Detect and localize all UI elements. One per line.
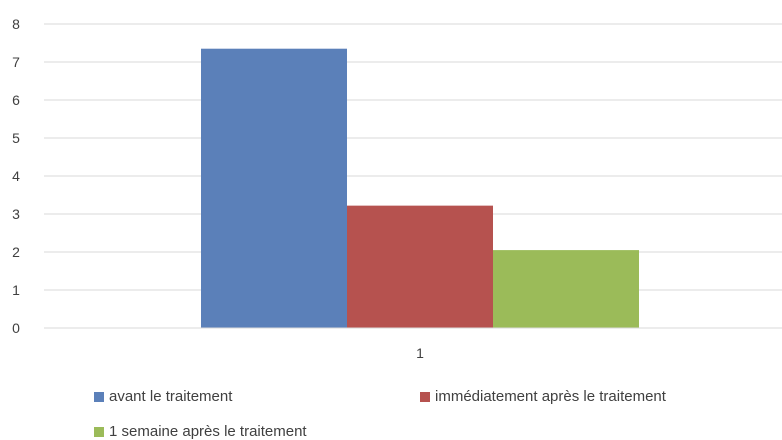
- y-tick-label-7: 7: [12, 54, 20, 70]
- y-tick-label-5: 5: [12, 130, 20, 146]
- y-axis-ticks: 0 1 2 3 4 5 6 7 8: [12, 16, 20, 336]
- x-tick-label-1: 1: [416, 345, 424, 361]
- legend-label-avant: avant le traitement: [109, 388, 233, 405]
- y-tick-label-3: 3: [12, 206, 20, 222]
- legend-item-avant: avant le traitement: [94, 388, 232, 405]
- bar-series-1-cat-1: [347, 205, 493, 328]
- legend-item-immediatement: immédiatement après le traitement: [420, 388, 666, 405]
- legend-swatch-une-semaine: [94, 426, 104, 437]
- y-tick-label-2: 2: [12, 244, 20, 260]
- legend-swatch-avant: [94, 391, 104, 402]
- y-tick-label-1: 1: [12, 282, 20, 298]
- legend: avant le traitement immédiatement après …: [0, 372, 782, 440]
- legend-label-immediatement: immédiatement après le traitement: [435, 388, 666, 405]
- x-axis-ticks: 1: [416, 345, 424, 361]
- y-tick-label-6: 6: [12, 92, 20, 108]
- legend-item-une-semaine: 1 semaine après le traitement: [94, 423, 307, 440]
- y-tick-label-8: 8: [12, 16, 20, 32]
- bars: [201, 48, 639, 328]
- y-tick-label-0: 0: [12, 320, 20, 336]
- bar-series-2-cat-1: [493, 250, 639, 328]
- bar-series-0-cat-1: [201, 48, 347, 328]
- legend-swatch-immediatement: [420, 391, 430, 402]
- legend-label-une-semaine: 1 semaine après le traitement: [109, 423, 307, 440]
- y-tick-label-4: 4: [12, 168, 20, 184]
